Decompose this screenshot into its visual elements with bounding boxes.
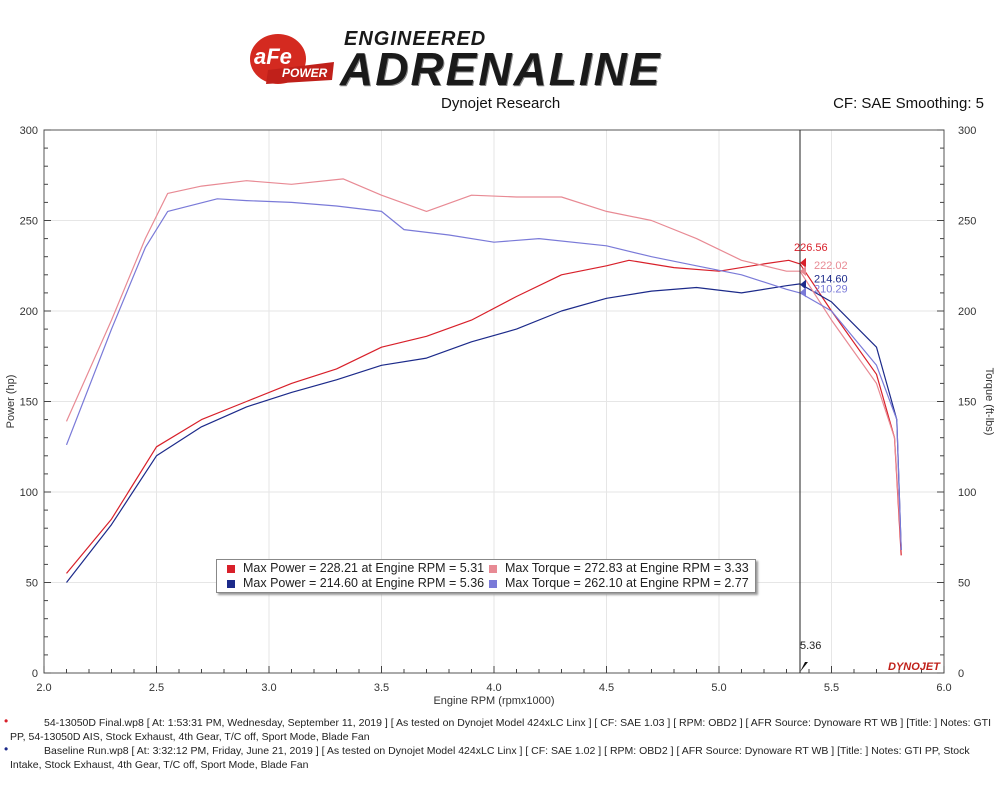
run-note-marker: • bbox=[4, 742, 9, 756]
x-axis-title: Engine RPM (rpmx1000) bbox=[433, 695, 554, 707]
run-note-text: Baseline Run.wp8 [ At: 3:32:12 PM, Frida… bbox=[10, 745, 970, 771]
y-tick-label-right: 0 bbox=[958, 668, 964, 680]
value-marker-icon bbox=[800, 287, 806, 298]
legend-entry-baseline-power: Max Power = 214.60 at Engine RPM = 5.36 bbox=[221, 576, 484, 591]
y-axis-title-left: Power (hp) bbox=[5, 375, 17, 429]
value-annotation: 210.29 bbox=[814, 283, 848, 295]
y-tick-label-left: 0 bbox=[32, 668, 38, 680]
x-tick-label: 5.0 bbox=[711, 682, 726, 694]
x-tick-label: 3.0 bbox=[261, 682, 276, 694]
y-axis-title-right: Torque (ft-lbs) bbox=[983, 368, 995, 436]
x-tick-label: 5.5 bbox=[824, 682, 839, 694]
legend-entry-final-power: Max Power = 228.21 at Engine RPM = 5.31 bbox=[221, 561, 484, 576]
y-tick-label-right: 250 bbox=[958, 216, 976, 228]
legend-swatch bbox=[489, 564, 497, 573]
afe-badge-icon bbox=[250, 34, 334, 84]
y-tick-label-left: 300 bbox=[20, 125, 38, 137]
series-line bbox=[66, 259, 902, 574]
x-tick-label: 2.0 bbox=[36, 682, 51, 694]
x-tick-label: 4.5 bbox=[599, 682, 614, 694]
y-tick-label-left: 250 bbox=[20, 216, 38, 228]
rpm-marker-arrow-icon bbox=[800, 662, 808, 672]
brand-power-text: POWER bbox=[282, 66, 328, 80]
value-annotation: 214.60 bbox=[814, 274, 848, 286]
y-tick-label-left: 50 bbox=[26, 578, 38, 590]
run-note-marker: • bbox=[4, 714, 9, 728]
brand-badge-text: aFe bbox=[254, 44, 292, 69]
rpm-marker-label: 5.36 bbox=[800, 640, 821, 652]
y-tick-label-left: 200 bbox=[20, 306, 38, 318]
run-note-baseline: • Baseline Run.wp8 [ At: 3:32:12 PM, Fri… bbox=[0, 742, 1000, 772]
tagline-top: ENGINEERED bbox=[344, 28, 487, 50]
chart-subtitle: Dynojet Research bbox=[441, 95, 561, 112]
run-note-final: • 54-13050D Final.wp8 [ At: 1:53:31 PM, … bbox=[0, 714, 1000, 744]
afe-logo: aFe POWER ENGINEERED ADRENALINE bbox=[248, 26, 748, 95]
value-annotation: 226.56 bbox=[794, 242, 828, 254]
dynojet-watermark: DYNOJET bbox=[888, 661, 941, 673]
y-tick-label-right: 100 bbox=[958, 487, 976, 499]
legend-label: Max Power = 228.21 at Engine RPM = 5.31 bbox=[243, 561, 485, 575]
dyno-chart: 0 0 50 50 100 100 150 150 200 200 250 250 300 300 2.0 2… bbox=[5, 125, 995, 707]
legend-swatch bbox=[489, 579, 497, 588]
x-tick-label: 2.5 bbox=[149, 682, 164, 694]
x-tick-label: 3.5 bbox=[374, 682, 389, 694]
legend-entry-final-torque: Max Torque = 272.83 at Engine RPM = 3.33 bbox=[483, 561, 749, 576]
tagline-main: ADRENALINE bbox=[340, 43, 662, 95]
y-tick-label-left: 100 bbox=[20, 487, 38, 499]
legend-label: Max Power = 214.60 at Engine RPM = 5.36 bbox=[243, 576, 485, 590]
value-marker-icon bbox=[800, 279, 806, 290]
legend-swatch bbox=[227, 564, 235, 573]
y-tick-label-right: 50 bbox=[958, 578, 970, 590]
series-line bbox=[65, 178, 902, 547]
y-tick-label-left: 150 bbox=[20, 397, 38, 409]
y-tick-label-right: 150 bbox=[958, 397, 976, 409]
legend-swatch bbox=[227, 579, 235, 588]
value-marker-icon bbox=[800, 266, 806, 277]
y-tick-label-right: 300 bbox=[958, 125, 976, 137]
legend-entry-baseline-torque: Max Torque = 262.10 at Engine RPM = 2.77 bbox=[483, 576, 749, 591]
value-annotation: 222.02 bbox=[814, 260, 848, 272]
run-notes: • 54-13050D Final.wp8 [ At: 1:53:31 PM, … bbox=[0, 714, 1000, 772]
y-tick-label-right: 200 bbox=[958, 306, 976, 318]
legend-label: Max Torque = 272.83 at Engine RPM = 3.33 bbox=[505, 561, 749, 575]
chart-legend: Max Power = 228.21 at Engine RPM = 5.31 … bbox=[216, 559, 756, 593]
legend-label: Max Torque = 262.10 at Engine RPM = 2.77 bbox=[505, 576, 749, 590]
value-marker-icon bbox=[800, 257, 806, 268]
cf-note: CF: SAE Smoothing: 5 bbox=[833, 95, 984, 112]
series-line bbox=[66, 283, 902, 583]
run-note-text: 54-13050D Final.wp8 [ At: 1:53:31 PM, We… bbox=[10, 717, 991, 743]
series-line bbox=[65, 198, 902, 550]
x-tick-label: 4.0 bbox=[486, 682, 501, 694]
x-tick-label: 6.0 bbox=[936, 682, 951, 694]
